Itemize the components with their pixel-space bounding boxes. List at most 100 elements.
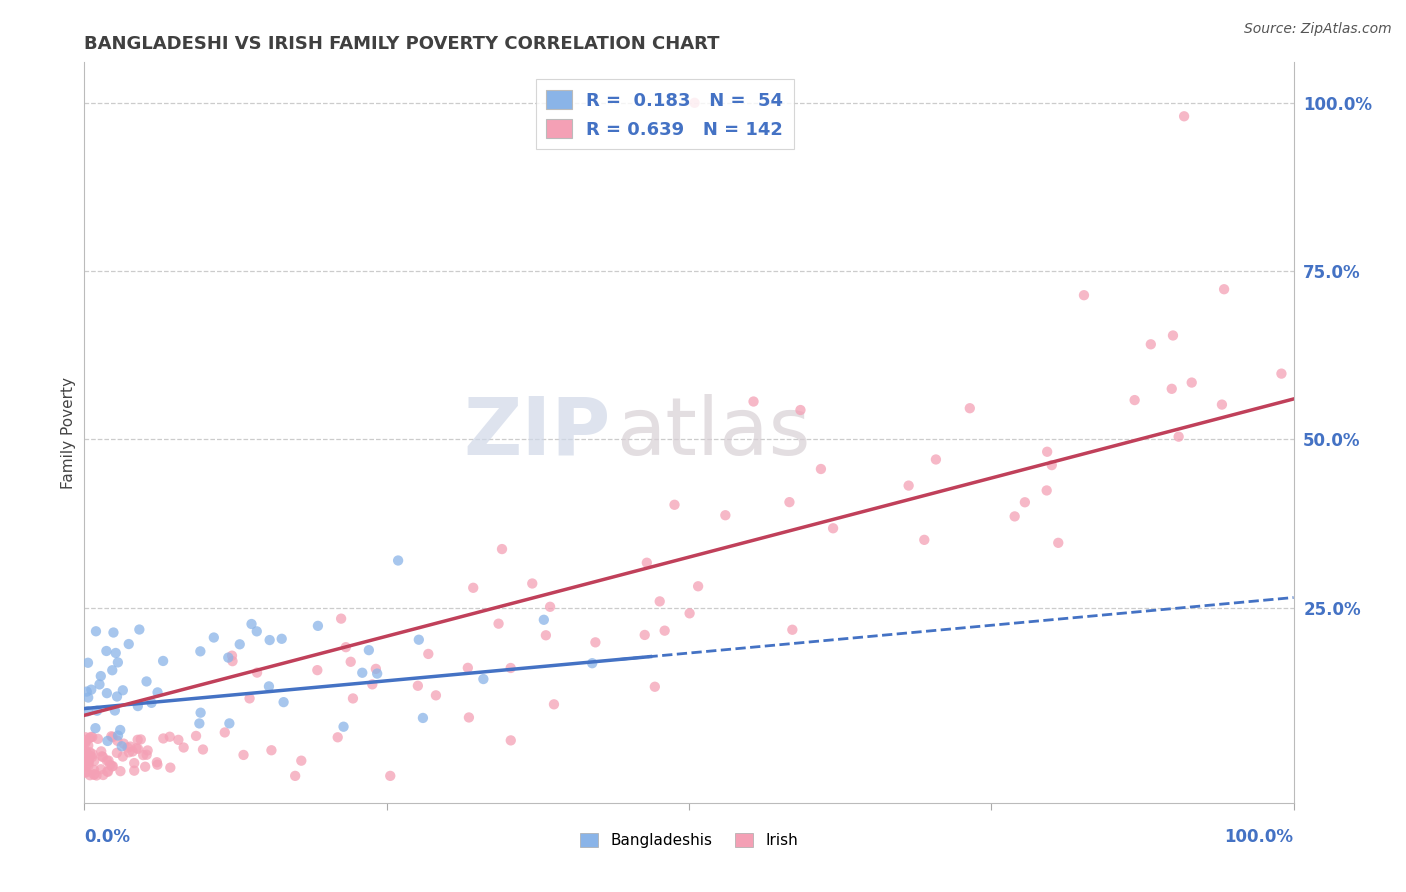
Point — [104, 704, 127, 718]
Point — [75, 764, 97, 779]
Point — [221, 648, 243, 663]
Point — [246, 624, 269, 639]
Point — [257, 679, 280, 693]
Point — [122, 764, 145, 778]
Point — [1036, 444, 1059, 458]
Point — [190, 644, 212, 658]
Point — [107, 656, 129, 670]
Point — [83, 767, 105, 781]
Point — [654, 624, 676, 638]
Point — [1173, 109, 1195, 123]
Point — [335, 640, 357, 655]
Point — [91, 750, 114, 764]
Point — [499, 661, 522, 675]
Point — [683, 95, 706, 110]
Point — [118, 637, 141, 651]
Point — [778, 495, 800, 509]
Point — [326, 731, 349, 745]
Point — [105, 746, 128, 760]
Point — [98, 757, 121, 772]
Point — [80, 682, 103, 697]
Point — [91, 768, 114, 782]
Point — [101, 663, 124, 677]
Point — [76, 704, 98, 718]
Point — [190, 706, 212, 720]
Point — [1270, 367, 1292, 381]
Point — [491, 542, 513, 557]
Point — [1160, 382, 1182, 396]
Point — [634, 628, 657, 642]
Point — [678, 607, 700, 621]
Point — [86, 704, 108, 718]
Point — [742, 394, 765, 409]
Point — [259, 633, 281, 648]
Point — [364, 662, 387, 676]
Point — [1140, 337, 1163, 351]
Point — [330, 612, 353, 626]
Point — [105, 690, 128, 704]
Point — [499, 733, 522, 747]
Point — [83, 754, 105, 768]
Point — [134, 760, 156, 774]
Point — [959, 401, 981, 416]
Point — [75, 734, 97, 748]
Point — [141, 696, 163, 710]
Point — [136, 743, 159, 757]
Point — [111, 683, 134, 698]
Text: ZIP: ZIP — [463, 393, 610, 472]
Point — [290, 754, 312, 768]
Point — [83, 763, 105, 777]
Point — [810, 462, 832, 476]
Point — [366, 666, 388, 681]
Point — [76, 684, 98, 698]
Point — [125, 741, 148, 756]
Point — [789, 403, 811, 417]
Point — [897, 478, 920, 492]
Point — [110, 764, 132, 779]
Point — [342, 691, 364, 706]
Point — [240, 617, 263, 632]
Point — [75, 745, 97, 759]
Point — [128, 623, 150, 637]
Point — [1167, 430, 1189, 444]
Point — [100, 729, 122, 743]
Point — [457, 661, 479, 675]
Point — [534, 628, 557, 642]
Point — [107, 729, 129, 743]
Point — [96, 644, 118, 658]
Point — [425, 689, 447, 703]
Point — [260, 743, 283, 757]
Point — [1161, 328, 1184, 343]
Point — [121, 744, 143, 758]
Point — [79, 749, 101, 764]
Point — [127, 699, 149, 714]
Point — [135, 747, 157, 762]
Text: 100.0%: 100.0% — [1225, 828, 1294, 846]
Point — [380, 769, 402, 783]
Point — [239, 691, 262, 706]
Point — [80, 750, 103, 764]
Point — [307, 619, 329, 633]
Point — [101, 730, 124, 744]
Point — [188, 716, 211, 731]
Point — [127, 732, 149, 747]
Point — [488, 616, 510, 631]
Point — [96, 686, 118, 700]
Point — [648, 594, 671, 608]
Point — [1047, 536, 1070, 550]
Point — [90, 762, 112, 776]
Point — [132, 747, 155, 762]
Point — [352, 665, 374, 680]
Point — [332, 720, 354, 734]
Point — [307, 663, 329, 677]
Point — [80, 730, 103, 744]
Point — [77, 754, 100, 768]
Point — [361, 677, 384, 691]
Point — [97, 754, 120, 768]
Point — [107, 733, 129, 747]
Point — [77, 756, 100, 770]
Point — [101, 759, 124, 773]
Point — [472, 672, 495, 686]
Point — [101, 759, 124, 773]
Point — [533, 613, 555, 627]
